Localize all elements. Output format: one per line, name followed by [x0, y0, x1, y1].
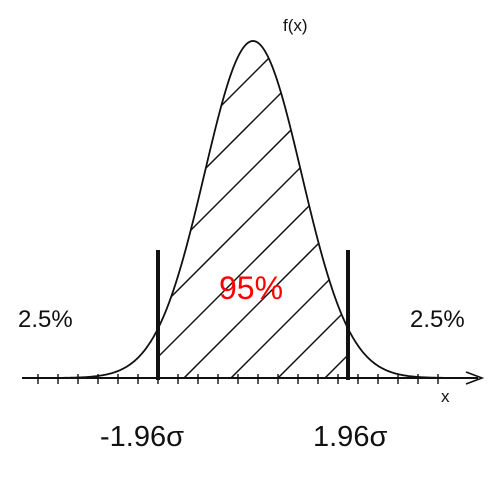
hatch-line [158, 41, 345, 378]
central-area-percent: 95% [219, 270, 283, 306]
hatch-line [158, 41, 348, 378]
hatch-line [312, 41, 348, 378]
central-region-hatching [158, 30, 495, 390]
hatch-line [407, 30, 495, 390]
hatch-line [218, 41, 348, 378]
right-bound-label: 1.96σ [313, 421, 387, 453]
bell-curve [61, 40, 446, 379]
x-axis-arrow-icon [465, 371, 485, 385]
y-axis-label: f(x) [283, 16, 308, 35]
x-axis-ticks [37, 374, 439, 384]
hatch-line [265, 41, 348, 378]
hatch-line [158, 41, 298, 378]
hatch-line [158, 41, 348, 378]
left-bound-label: -1.96σ [100, 421, 184, 453]
left-tail-percent: 2.5% [18, 306, 73, 333]
right-tail-percent: 2.5% [410, 306, 465, 333]
hatch-line [171, 41, 348, 378]
hatch-line [158, 41, 348, 378]
x-axis-label: x [441, 387, 450, 406]
hatch-line [360, 30, 495, 390]
hatch-line [158, 41, 251, 378]
